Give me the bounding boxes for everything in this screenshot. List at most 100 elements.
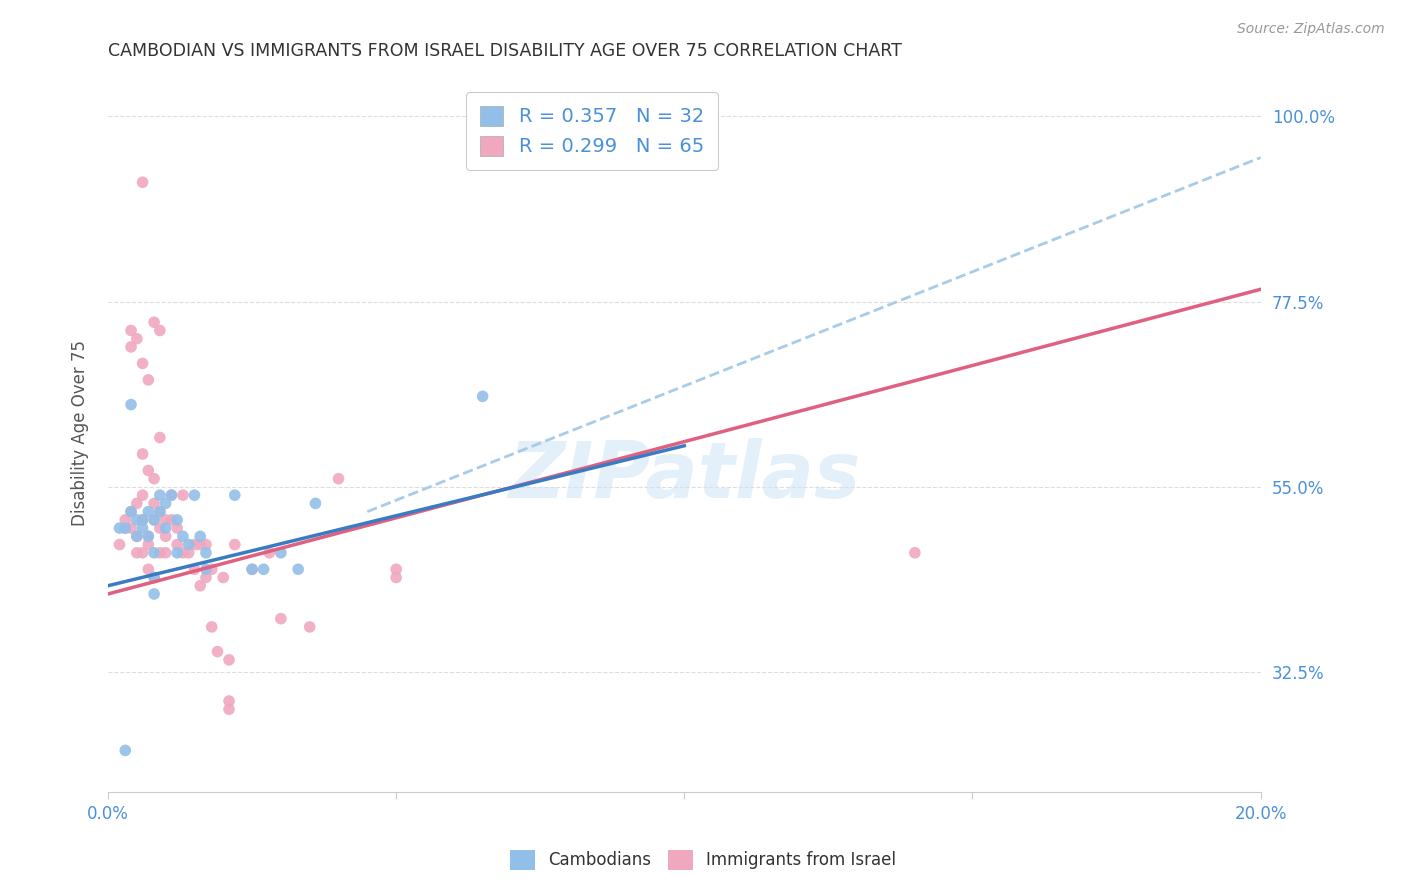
- Point: [194, 546, 217, 560]
- Text: ZIPatlas: ZIPatlas: [508, 438, 860, 515]
- Point: [160, 488, 183, 502]
- Point: [183, 488, 205, 502]
- Point: [385, 570, 408, 584]
- Point: [155, 546, 177, 560]
- Point: [207, 645, 229, 659]
- Point: [108, 537, 131, 551]
- Point: [131, 513, 153, 527]
- Point: [194, 537, 217, 551]
- Point: [149, 505, 172, 519]
- Point: [183, 537, 205, 551]
- Point: [904, 546, 927, 560]
- Point: [224, 537, 246, 551]
- Point: [120, 323, 142, 337]
- Point: [120, 505, 142, 519]
- Point: [138, 373, 160, 387]
- Point: [252, 562, 274, 576]
- Point: [188, 579, 211, 593]
- Point: [149, 323, 172, 337]
- Point: [143, 472, 166, 486]
- Text: Source: ZipAtlas.com: Source: ZipAtlas.com: [1237, 22, 1385, 37]
- Point: [212, 570, 235, 584]
- Point: [166, 546, 188, 560]
- Point: [131, 513, 153, 527]
- Point: [143, 496, 166, 510]
- Point: [201, 562, 224, 576]
- Point: [471, 389, 494, 403]
- Point: [143, 546, 166, 560]
- Point: [240, 562, 263, 576]
- Point: [218, 694, 240, 708]
- Point: [218, 653, 240, 667]
- Point: [177, 537, 200, 551]
- Point: [125, 529, 148, 543]
- Point: [149, 505, 172, 519]
- Point: [143, 513, 166, 527]
- Point: [172, 529, 194, 543]
- Point: [125, 513, 148, 527]
- Point: [131, 521, 153, 535]
- Point: [177, 546, 200, 560]
- Point: [114, 521, 136, 535]
- Point: [270, 546, 292, 560]
- Point: [138, 529, 160, 543]
- Point: [143, 315, 166, 329]
- Point: [131, 356, 153, 370]
- Point: [149, 546, 172, 560]
- Point: [188, 529, 211, 543]
- Point: [125, 529, 148, 543]
- Point: [138, 529, 160, 543]
- Point: [155, 513, 177, 527]
- Point: [120, 505, 142, 519]
- Text: CAMBODIAN VS IMMIGRANTS FROM ISRAEL DISABILITY AGE OVER 75 CORRELATION CHART: CAMBODIAN VS IMMIGRANTS FROM ISRAEL DISA…: [108, 42, 901, 60]
- Point: [149, 430, 172, 444]
- Point: [172, 488, 194, 502]
- Point: [155, 496, 177, 510]
- Point: [328, 472, 350, 486]
- Point: [131, 447, 153, 461]
- Point: [131, 546, 153, 560]
- Point: [143, 570, 166, 584]
- Point: [125, 332, 148, 346]
- Point: [166, 537, 188, 551]
- Point: [304, 496, 326, 510]
- Point: [131, 175, 153, 189]
- Point: [149, 521, 172, 535]
- Point: [183, 562, 205, 576]
- Point: [188, 537, 211, 551]
- Point: [143, 587, 166, 601]
- Point: [166, 513, 188, 527]
- Point: [138, 537, 160, 551]
- Legend: R = 0.357   N = 32, R = 0.299   N = 65: R = 0.357 N = 32, R = 0.299 N = 65: [467, 92, 718, 170]
- Point: [194, 562, 217, 576]
- Point: [201, 620, 224, 634]
- Point: [259, 546, 281, 560]
- Point: [108, 521, 131, 535]
- Point: [138, 505, 160, 519]
- Point: [160, 488, 183, 502]
- Point: [287, 562, 309, 576]
- Point: [270, 612, 292, 626]
- Point: [385, 562, 408, 576]
- Point: [218, 702, 240, 716]
- Point: [114, 743, 136, 757]
- Point: [160, 513, 183, 527]
- Point: [120, 398, 142, 412]
- Point: [120, 340, 142, 354]
- Point: [224, 488, 246, 502]
- Point: [120, 521, 142, 535]
- Point: [155, 521, 177, 535]
- Point: [131, 488, 153, 502]
- Point: [143, 513, 166, 527]
- Point: [155, 529, 177, 543]
- Point: [143, 570, 166, 584]
- Legend: Cambodians, Immigrants from Israel: Cambodians, Immigrants from Israel: [503, 843, 903, 877]
- Point: [240, 562, 263, 576]
- Point: [149, 488, 172, 502]
- Point: [166, 521, 188, 535]
- Point: [172, 546, 194, 560]
- Point: [194, 570, 217, 584]
- Point: [114, 521, 136, 535]
- Point: [125, 546, 148, 560]
- Point: [298, 620, 321, 634]
